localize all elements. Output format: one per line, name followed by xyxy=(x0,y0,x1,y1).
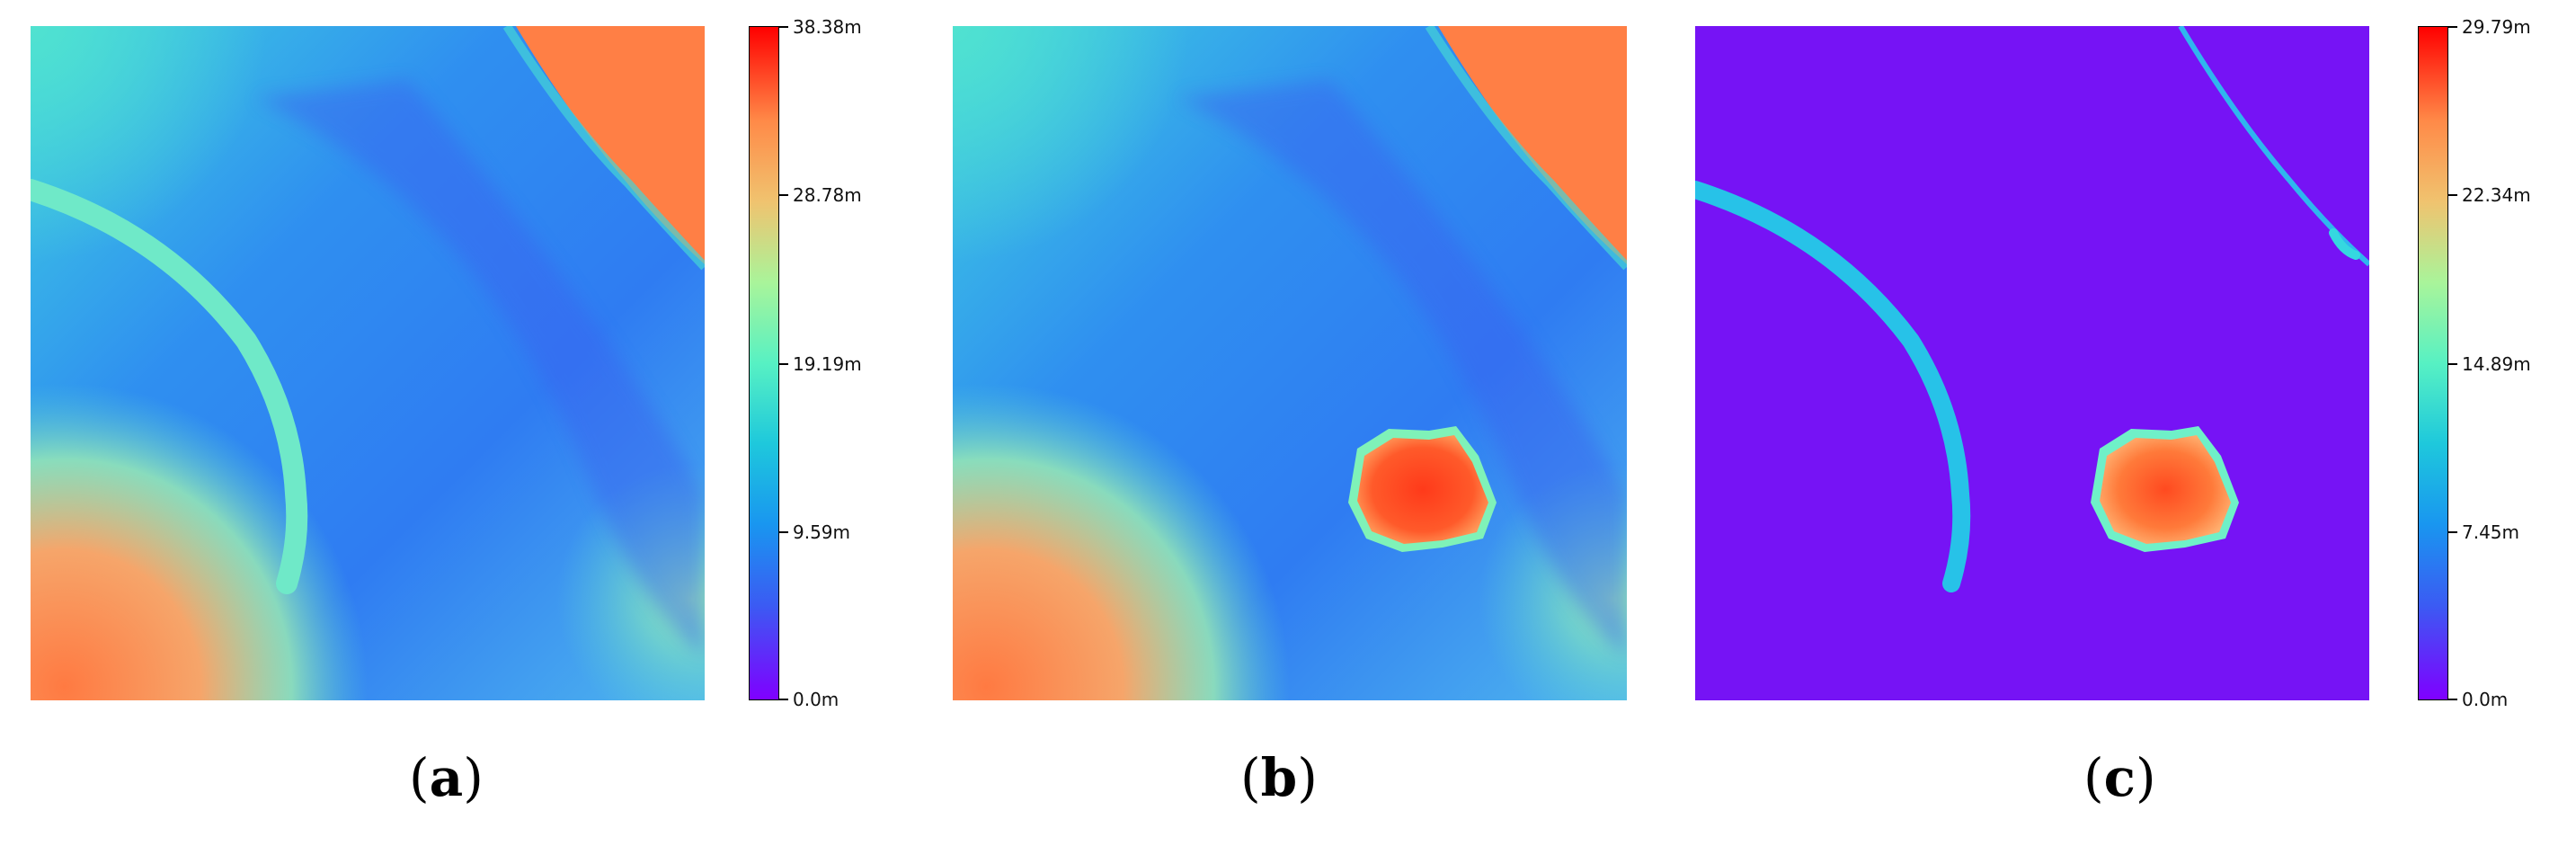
colorbar-tick-label: 28.78m xyxy=(793,184,862,206)
colorbar-tick-label: 9.59m xyxy=(793,521,851,543)
colorbar-tick xyxy=(779,26,788,28)
height-map-b xyxy=(953,26,1627,700)
colorbar-height xyxy=(749,26,779,700)
colorbar-tick xyxy=(2448,194,2457,196)
colorbar-tick-label: 7.45m xyxy=(2462,521,2520,543)
height-difference-map-c xyxy=(1695,26,2369,700)
colorbar-tick xyxy=(779,699,788,700)
colorbar-tick-label: 0.0m xyxy=(2462,689,2509,710)
colorbar-tick-label: 0.0m xyxy=(793,689,839,710)
colorbar-tick-label: 22.34m xyxy=(2462,184,2531,206)
colorbar-tick xyxy=(2448,363,2457,365)
colorbar-tick-label: 29.79m xyxy=(2462,16,2531,38)
caption-a: (a) xyxy=(409,747,484,808)
colorbar-tick xyxy=(2448,699,2457,700)
colorbar-tick-label: 38.38m xyxy=(793,16,862,38)
colorbar-tick-label: 14.89m xyxy=(2462,353,2531,375)
colorbar-tick xyxy=(779,194,788,196)
height-map-a xyxy=(31,26,705,700)
colorbar-tick-label: 19.19m xyxy=(793,353,862,375)
colorbar-tick xyxy=(2448,26,2457,28)
colorbar-tick xyxy=(2448,531,2457,533)
colorbar-height-difference xyxy=(2418,26,2448,700)
colorbar-tick xyxy=(779,531,788,533)
caption-c: (c) xyxy=(2083,747,2156,808)
colorbar-tick xyxy=(779,363,788,365)
caption-b: (b) xyxy=(1240,747,1318,808)
